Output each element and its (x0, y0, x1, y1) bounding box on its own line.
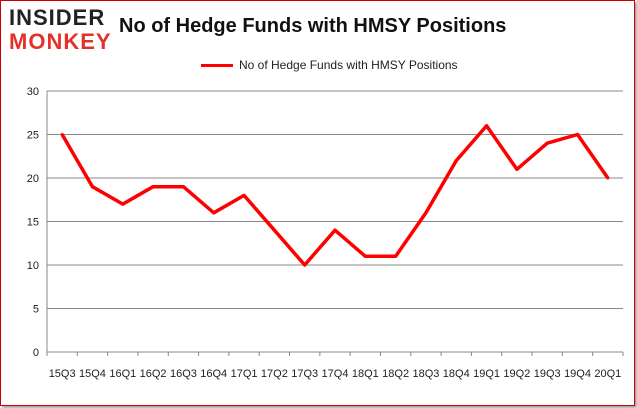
x-tick-label: 17Q2 (261, 368, 288, 380)
data-point (515, 167, 519, 171)
legend-label: No of Hedge Funds with HMSY Positions (239, 58, 458, 72)
insider-monkey-logo: INSIDER MONKEY (9, 5, 117, 55)
x-tick-label: 18Q3 (412, 368, 439, 380)
data-point (303, 263, 307, 267)
x-tick-label: 15Q3 (49, 368, 76, 380)
legend-swatch (201, 63, 233, 67)
y-tick-label: 10 (27, 260, 39, 272)
data-point (333, 228, 337, 232)
x-tick-label: 16Q2 (140, 368, 167, 380)
y-tick-label: 25 (27, 130, 39, 142)
y-tick-label: 5 (33, 304, 39, 316)
data-point (424, 211, 428, 215)
chart-title: No of Hedge Funds with HMSY Positions (119, 15, 507, 37)
x-tick-label: 17Q1 (231, 368, 258, 380)
legend: No of Hedge Funds with HMSY Positions (201, 58, 458, 72)
y-tick-label: 20 (27, 173, 39, 185)
x-tick-label: 18Q2 (382, 368, 409, 380)
data-point (394, 254, 398, 258)
data-point (212, 211, 216, 215)
data-point (90, 185, 94, 189)
x-tick-label: 18Q1 (352, 368, 379, 380)
x-tick-label: 20Q1 (594, 368, 621, 380)
x-tick-label: 19Q4 (564, 368, 591, 380)
logo-line2: MONKEY (9, 29, 112, 54)
data-point (272, 228, 276, 232)
y-tick-label: 30 (27, 86, 39, 98)
y-tick-label: 0 (33, 347, 39, 359)
data-point (151, 185, 155, 189)
data-point (606, 176, 610, 180)
x-tick-label: 18Q4 (443, 368, 470, 380)
x-tick-label: 16Q1 (109, 368, 136, 380)
data-point (545, 141, 549, 145)
series-line (60, 124, 610, 267)
data-point (181, 185, 185, 189)
x-tick-label: 16Q4 (200, 368, 227, 380)
x-tick-label: 16Q3 (170, 368, 197, 380)
x-tick-label: 19Q1 (473, 368, 500, 380)
data-point (242, 193, 246, 197)
data-point (363, 254, 367, 258)
x-tick-label: 15Q4 (79, 368, 106, 380)
logo-line1: INSIDER (9, 5, 106, 30)
x-tick-label: 17Q3 (291, 368, 318, 380)
data-point (576, 133, 580, 136)
x-tick-label: 19Q2 (503, 368, 530, 380)
x-tick-label: 17Q4 (322, 368, 349, 380)
x-tick-label: 19Q3 (534, 368, 561, 380)
data-point (485, 124, 489, 128)
y-tick-label: 15 (27, 217, 39, 229)
data-point (121, 202, 125, 206)
data-point (454, 159, 458, 163)
data-point (60, 133, 64, 136)
